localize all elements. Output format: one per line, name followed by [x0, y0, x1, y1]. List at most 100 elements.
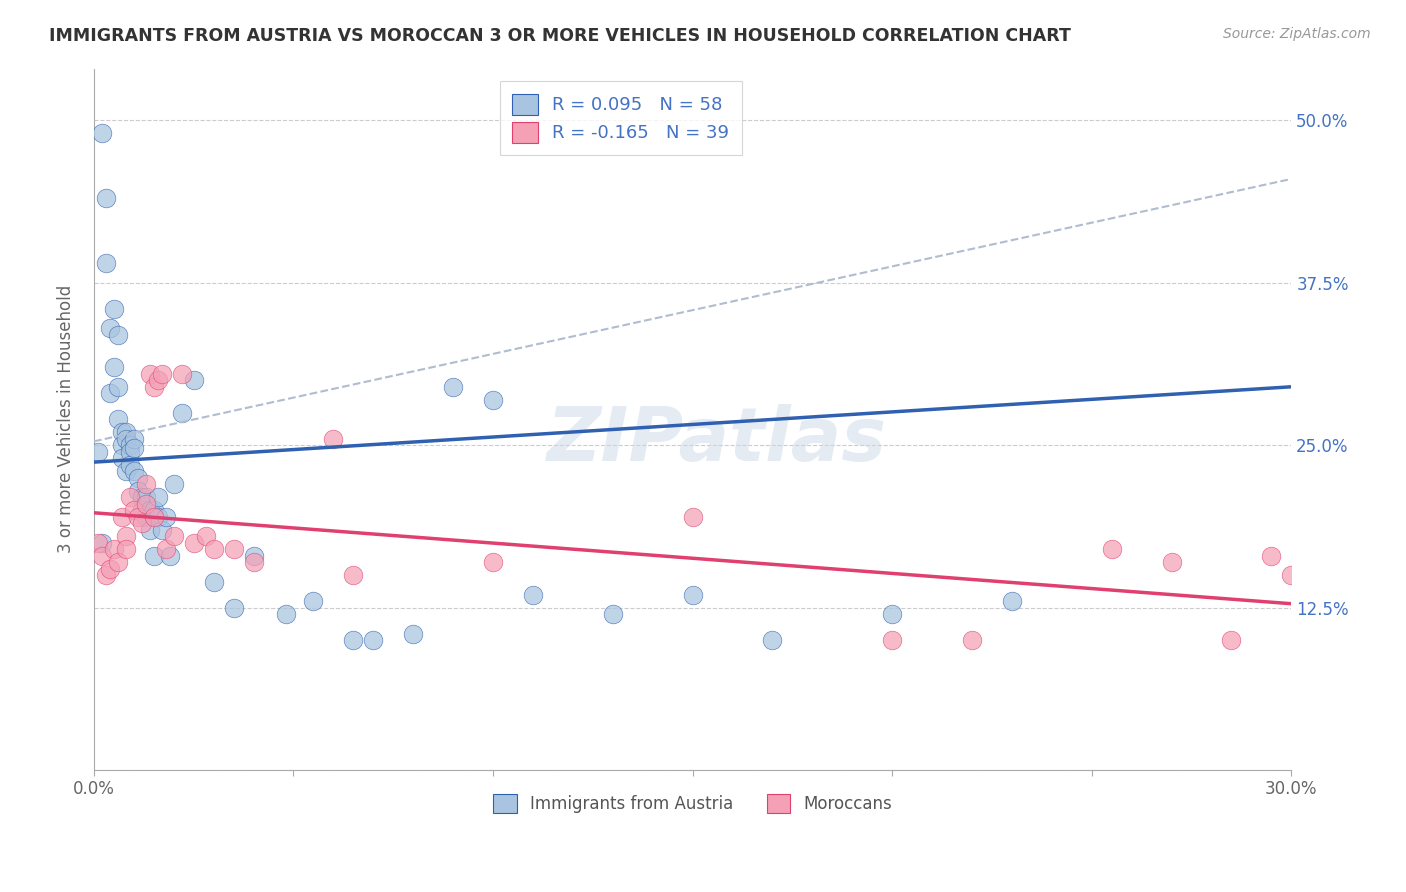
Point [107, 555, 129, 569]
Point [135, 490, 157, 504]
Point [135, 477, 157, 491]
Legend: Immigrants from Austria, Moroccans: Immigrants from Austria, Moroccans [482, 782, 904, 825]
Point [94, 568, 117, 582]
Point [202, 542, 225, 557]
Point [111, 425, 134, 440]
Point [342, 633, 364, 648]
Point [139, 367, 162, 381]
Point [118, 458, 141, 472]
Point [342, 568, 364, 582]
Point [159, 549, 181, 563]
Point [194, 529, 217, 543]
Text: ZIPatlas: ZIPatlas [547, 404, 887, 477]
Point [90, 549, 112, 563]
Point [441, 380, 464, 394]
Point [142, 503, 165, 517]
Point [107, 327, 129, 342]
Point [118, 438, 141, 452]
Point [118, 490, 141, 504]
Point [103, 542, 125, 557]
Point [482, 392, 505, 407]
Point [1101, 542, 1123, 557]
Point [122, 464, 145, 478]
Point [122, 441, 145, 455]
Point [1160, 555, 1182, 569]
Point [170, 406, 193, 420]
Point [363, 633, 385, 648]
Text: Source: ZipAtlas.com: Source: ZipAtlas.com [1223, 27, 1371, 41]
Point [682, 509, 704, 524]
Point [274, 607, 297, 621]
Point [163, 529, 186, 543]
Point [131, 516, 153, 531]
Point [222, 542, 245, 557]
Point [115, 542, 138, 557]
Point [242, 555, 264, 569]
Point [150, 367, 173, 381]
Point [183, 535, 205, 549]
Point [163, 477, 186, 491]
Point [98, 321, 121, 335]
Point [135, 497, 157, 511]
Point [111, 509, 134, 524]
Point [127, 471, 149, 485]
Point [90, 535, 112, 549]
Point [107, 412, 129, 426]
Point [1001, 594, 1024, 608]
Point [882, 607, 904, 621]
Point [155, 542, 177, 557]
Point [115, 529, 138, 543]
Point [87, 535, 110, 549]
Point [107, 380, 129, 394]
Point [482, 555, 505, 569]
Point [139, 523, 162, 537]
Point [242, 549, 264, 563]
Point [111, 438, 134, 452]
Point [142, 380, 165, 394]
Y-axis label: 3 or more Vehicles in Household: 3 or more Vehicles in Household [58, 285, 75, 553]
Point [87, 444, 110, 458]
Point [150, 523, 173, 537]
Point [98, 386, 121, 401]
Point [115, 464, 138, 478]
Point [115, 425, 138, 440]
Point [111, 451, 134, 466]
Point [183, 373, 205, 387]
Point [122, 503, 145, 517]
Point [139, 503, 162, 517]
Point [98, 561, 121, 575]
Point [146, 490, 169, 504]
Point [155, 509, 177, 524]
Point [1279, 568, 1302, 582]
Point [127, 509, 149, 524]
Point [302, 594, 325, 608]
Point [94, 191, 117, 205]
Point [142, 549, 165, 563]
Point [118, 444, 141, 458]
Point [103, 360, 125, 375]
Point [522, 588, 544, 602]
Point [761, 633, 783, 648]
Point [222, 600, 245, 615]
Point [402, 626, 425, 640]
Point [103, 301, 125, 316]
Point [142, 509, 165, 524]
Point [1220, 633, 1243, 648]
Point [146, 509, 169, 524]
Point [202, 574, 225, 589]
Point [1260, 549, 1282, 563]
Point [146, 373, 169, 387]
Point [131, 503, 153, 517]
Point [127, 483, 149, 498]
Point [131, 490, 153, 504]
Point [115, 432, 138, 446]
Point [602, 607, 624, 621]
Point [882, 633, 904, 648]
Point [90, 127, 112, 141]
Point [170, 367, 193, 381]
Point [94, 256, 117, 270]
Text: IMMIGRANTS FROM AUSTRIA VS MOROCCAN 3 OR MORE VEHICLES IN HOUSEHOLD CORRELATION : IMMIGRANTS FROM AUSTRIA VS MOROCCAN 3 OR… [49, 27, 1071, 45]
Point [322, 432, 344, 446]
Point [682, 588, 704, 602]
Point [960, 633, 983, 648]
